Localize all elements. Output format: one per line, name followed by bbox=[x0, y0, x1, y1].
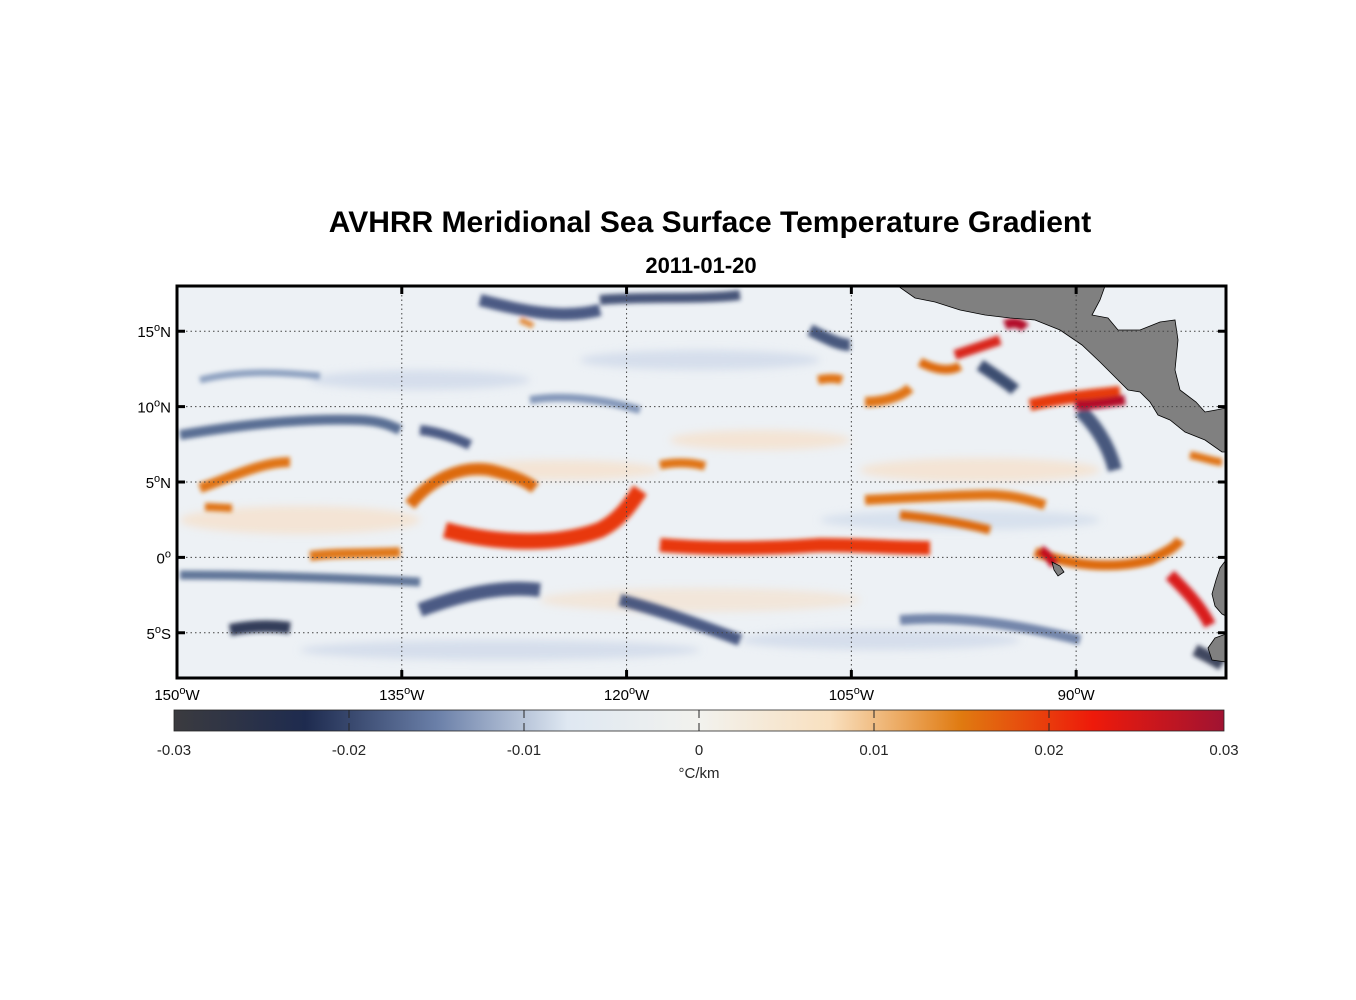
colorbar-ticks: -0.03 -0.02 -0.01 0 0.01 0.02 0.03 bbox=[157, 710, 1239, 759]
lat-tick-label: 15oN bbox=[137, 322, 171, 341]
land bbox=[897, 286, 1226, 663]
colorbar-tick-label: -0.03 bbox=[157, 742, 191, 759]
colorbar-tick-label: 0 bbox=[695, 742, 703, 759]
colorbar-tick-label: 0.01 bbox=[859, 742, 888, 759]
lon-tick-label: 150oW bbox=[154, 685, 200, 704]
gradient-field bbox=[179, 290, 1226, 670]
colorbar-tick-label: 0.02 bbox=[1034, 742, 1063, 759]
lon-tick-label: 120oW bbox=[604, 685, 650, 704]
colorbar-tick-label: -0.02 bbox=[332, 742, 366, 759]
lon-tick-label: 90oW bbox=[1058, 685, 1096, 704]
lat-tick-label: 5oN bbox=[146, 473, 171, 492]
lat-tick-label: 5oS bbox=[147, 624, 171, 643]
galapagos-islands bbox=[1051, 561, 1065, 577]
colorbar-tick-label: 0.03 bbox=[1209, 742, 1238, 759]
lon-tick-label: 105oW bbox=[829, 685, 875, 704]
graticule bbox=[177, 286, 1226, 678]
map-ticks: 150oW 135oW 120oW 105oW 90oW 15oN 10oN 5oN 0o 5oS bbox=[137, 286, 1226, 704]
south-america-landmass-south bbox=[1207, 633, 1226, 663]
colorbar-units: °C/km bbox=[679, 765, 720, 782]
soft-features bbox=[180, 350, 1100, 660]
lon-tick-label: 135oW bbox=[379, 685, 425, 704]
chart-title: AVHRR Meridional Sea Surface Temperature… bbox=[328, 206, 1092, 239]
chart-subtitle: 2011-01-20 bbox=[645, 253, 757, 278]
lat-tick-label: 10oN bbox=[137, 398, 171, 417]
strong-features bbox=[179, 290, 1226, 670]
colorbar-tick-label: -0.01 bbox=[507, 742, 541, 759]
lat-tick-label: 0o bbox=[157, 548, 171, 567]
central-america-landmass bbox=[897, 286, 1226, 453]
